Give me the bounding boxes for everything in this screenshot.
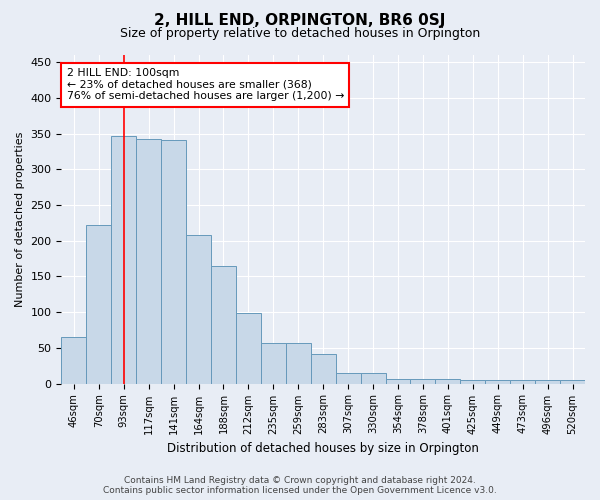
Text: 2, HILL END, ORPINGTON, BR6 0SJ: 2, HILL END, ORPINGTON, BR6 0SJ [154, 12, 446, 28]
Bar [460, 380, 485, 384]
Bar [236, 313, 261, 384]
Bar [485, 380, 510, 384]
Bar [286, 343, 311, 384]
Bar [61, 337, 86, 384]
Bar [261, 343, 286, 384]
Bar [560, 380, 585, 384]
Bar [186, 235, 211, 384]
Text: Contains HM Land Registry data © Crown copyright and database right 2024.
Contai: Contains HM Land Registry data © Crown c… [103, 476, 497, 495]
Bar [136, 138, 161, 384]
Bar [510, 380, 535, 384]
Bar [361, 373, 386, 384]
X-axis label: Distribution of detached houses by size in Orpington: Distribution of detached houses by size … [167, 442, 479, 455]
Bar [410, 378, 436, 384]
Bar [335, 373, 361, 384]
Bar [386, 378, 410, 384]
Bar [311, 354, 335, 384]
Y-axis label: Number of detached properties: Number of detached properties [15, 132, 25, 307]
Bar [161, 140, 186, 384]
Bar [211, 266, 236, 384]
Bar [535, 380, 560, 384]
Bar [86, 225, 111, 384]
Text: Size of property relative to detached houses in Orpington: Size of property relative to detached ho… [120, 28, 480, 40]
Bar [436, 378, 460, 384]
Text: 2 HILL END: 100sqm
← 23% of detached houses are smaller (368)
76% of semi-detach: 2 HILL END: 100sqm ← 23% of detached hou… [67, 68, 344, 102]
Bar [111, 136, 136, 384]
